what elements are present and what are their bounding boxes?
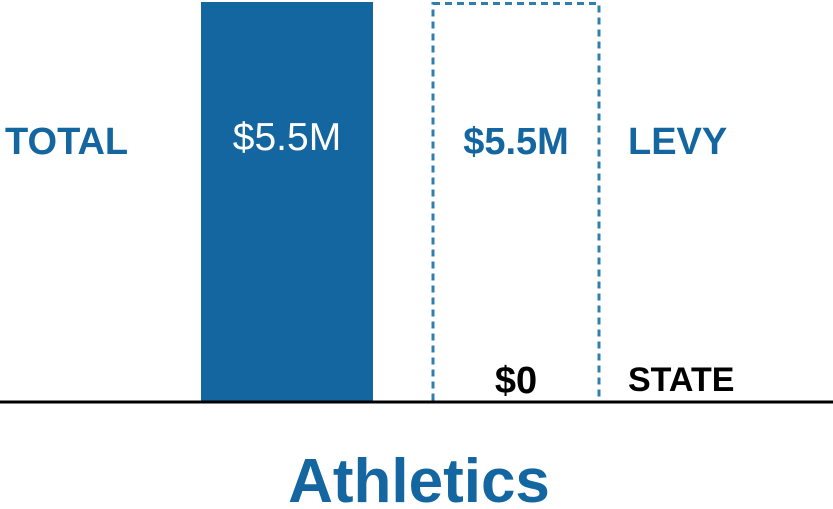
data-label-levy: $5.5M (463, 121, 569, 163)
bar-total (201, 1, 373, 402)
data-label-total: $5.5M (233, 116, 341, 159)
label-levy: LEVY (628, 121, 727, 163)
label-total: TOTAL (5, 121, 128, 163)
label-state: STATE (628, 361, 734, 399)
chart-title: Athletics (288, 447, 550, 509)
data-label-state: $0 (495, 360, 537, 402)
bar-levy (431, 2, 601, 404)
